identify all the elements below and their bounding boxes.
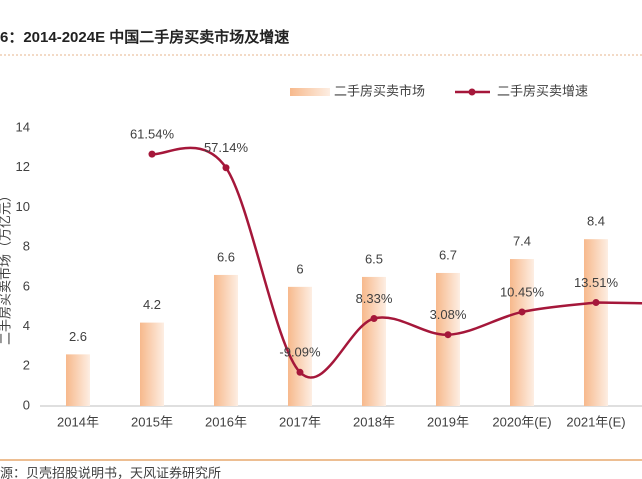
bar-value-label: 4.2 bbox=[143, 297, 161, 312]
bar bbox=[510, 259, 534, 406]
y-tick-label: 8 bbox=[23, 239, 30, 254]
y-axis-title: 二手房买卖市场（万亿元） bbox=[0, 189, 12, 345]
growth-value-label: -9.09% bbox=[279, 345, 321, 360]
x-tick-label: 2015年 bbox=[131, 414, 173, 429]
x-tick-label: 2020年(E) bbox=[492, 414, 551, 429]
y-tick-label: 2 bbox=[23, 358, 30, 373]
growth-value-label: 10.45% bbox=[500, 284, 545, 299]
y-tick-label: 6 bbox=[23, 278, 30, 293]
bar bbox=[436, 272, 460, 406]
bar bbox=[66, 354, 90, 406]
x-tick-label: 2014年 bbox=[57, 414, 99, 429]
growth-point bbox=[296, 368, 304, 376]
growth-point bbox=[370, 314, 378, 322]
chart-title: 6：2014-2024E 中国二手房买卖市场及增速 bbox=[0, 28, 289, 46]
x-tick-label: 2019年 bbox=[427, 414, 469, 429]
legend-label: 二手房买卖市场 bbox=[334, 83, 425, 98]
growth-point bbox=[592, 298, 600, 306]
bar-value-label: 7.4 bbox=[513, 233, 531, 248]
legend-label: 二手房买卖增速 bbox=[497, 83, 588, 98]
bar bbox=[288, 286, 312, 406]
growth-point bbox=[518, 308, 526, 316]
growth-point bbox=[222, 164, 230, 172]
x-tick-label: 2017年 bbox=[279, 414, 321, 429]
legend-swatch bbox=[468, 88, 476, 96]
bar-value-label: 6.6 bbox=[217, 249, 235, 264]
bar bbox=[584, 239, 608, 406]
growth-point bbox=[444, 331, 452, 339]
bar-value-label: 6 bbox=[296, 261, 303, 276]
y-tick-label: 0 bbox=[23, 397, 30, 412]
growth-value-label: 57.14% bbox=[204, 140, 249, 155]
y-tick-label: 4 bbox=[23, 318, 30, 333]
bar-value-label: 2.6 bbox=[69, 329, 87, 344]
growth-value-label: 3.08% bbox=[430, 307, 467, 322]
bar-value-label: 8.4 bbox=[587, 214, 605, 229]
source-note: 源：贝壳招股说明书，天风证券研究所 bbox=[0, 465, 221, 479]
growth-value-label: 8.33% bbox=[356, 291, 393, 306]
legend-swatch bbox=[290, 88, 330, 96]
bar bbox=[214, 274, 238, 406]
x-tick-label: 2018年 bbox=[353, 414, 395, 429]
bar bbox=[362, 276, 386, 406]
bar-value-label: 6.7 bbox=[439, 247, 457, 262]
x-tick-label: 2016年 bbox=[205, 414, 247, 429]
y-tick-label: 10 bbox=[16, 199, 30, 214]
y-tick-label: 14 bbox=[16, 119, 30, 134]
y-tick-label: 12 bbox=[16, 159, 30, 174]
growth-value-label: 13.51% bbox=[574, 275, 619, 290]
x-tick-label: 2021年(E) bbox=[566, 414, 625, 429]
bar bbox=[140, 322, 164, 406]
growth-point bbox=[148, 150, 156, 158]
bar-value-label: 6.5 bbox=[365, 251, 383, 266]
growth-value-label: 61.54% bbox=[130, 127, 175, 142]
